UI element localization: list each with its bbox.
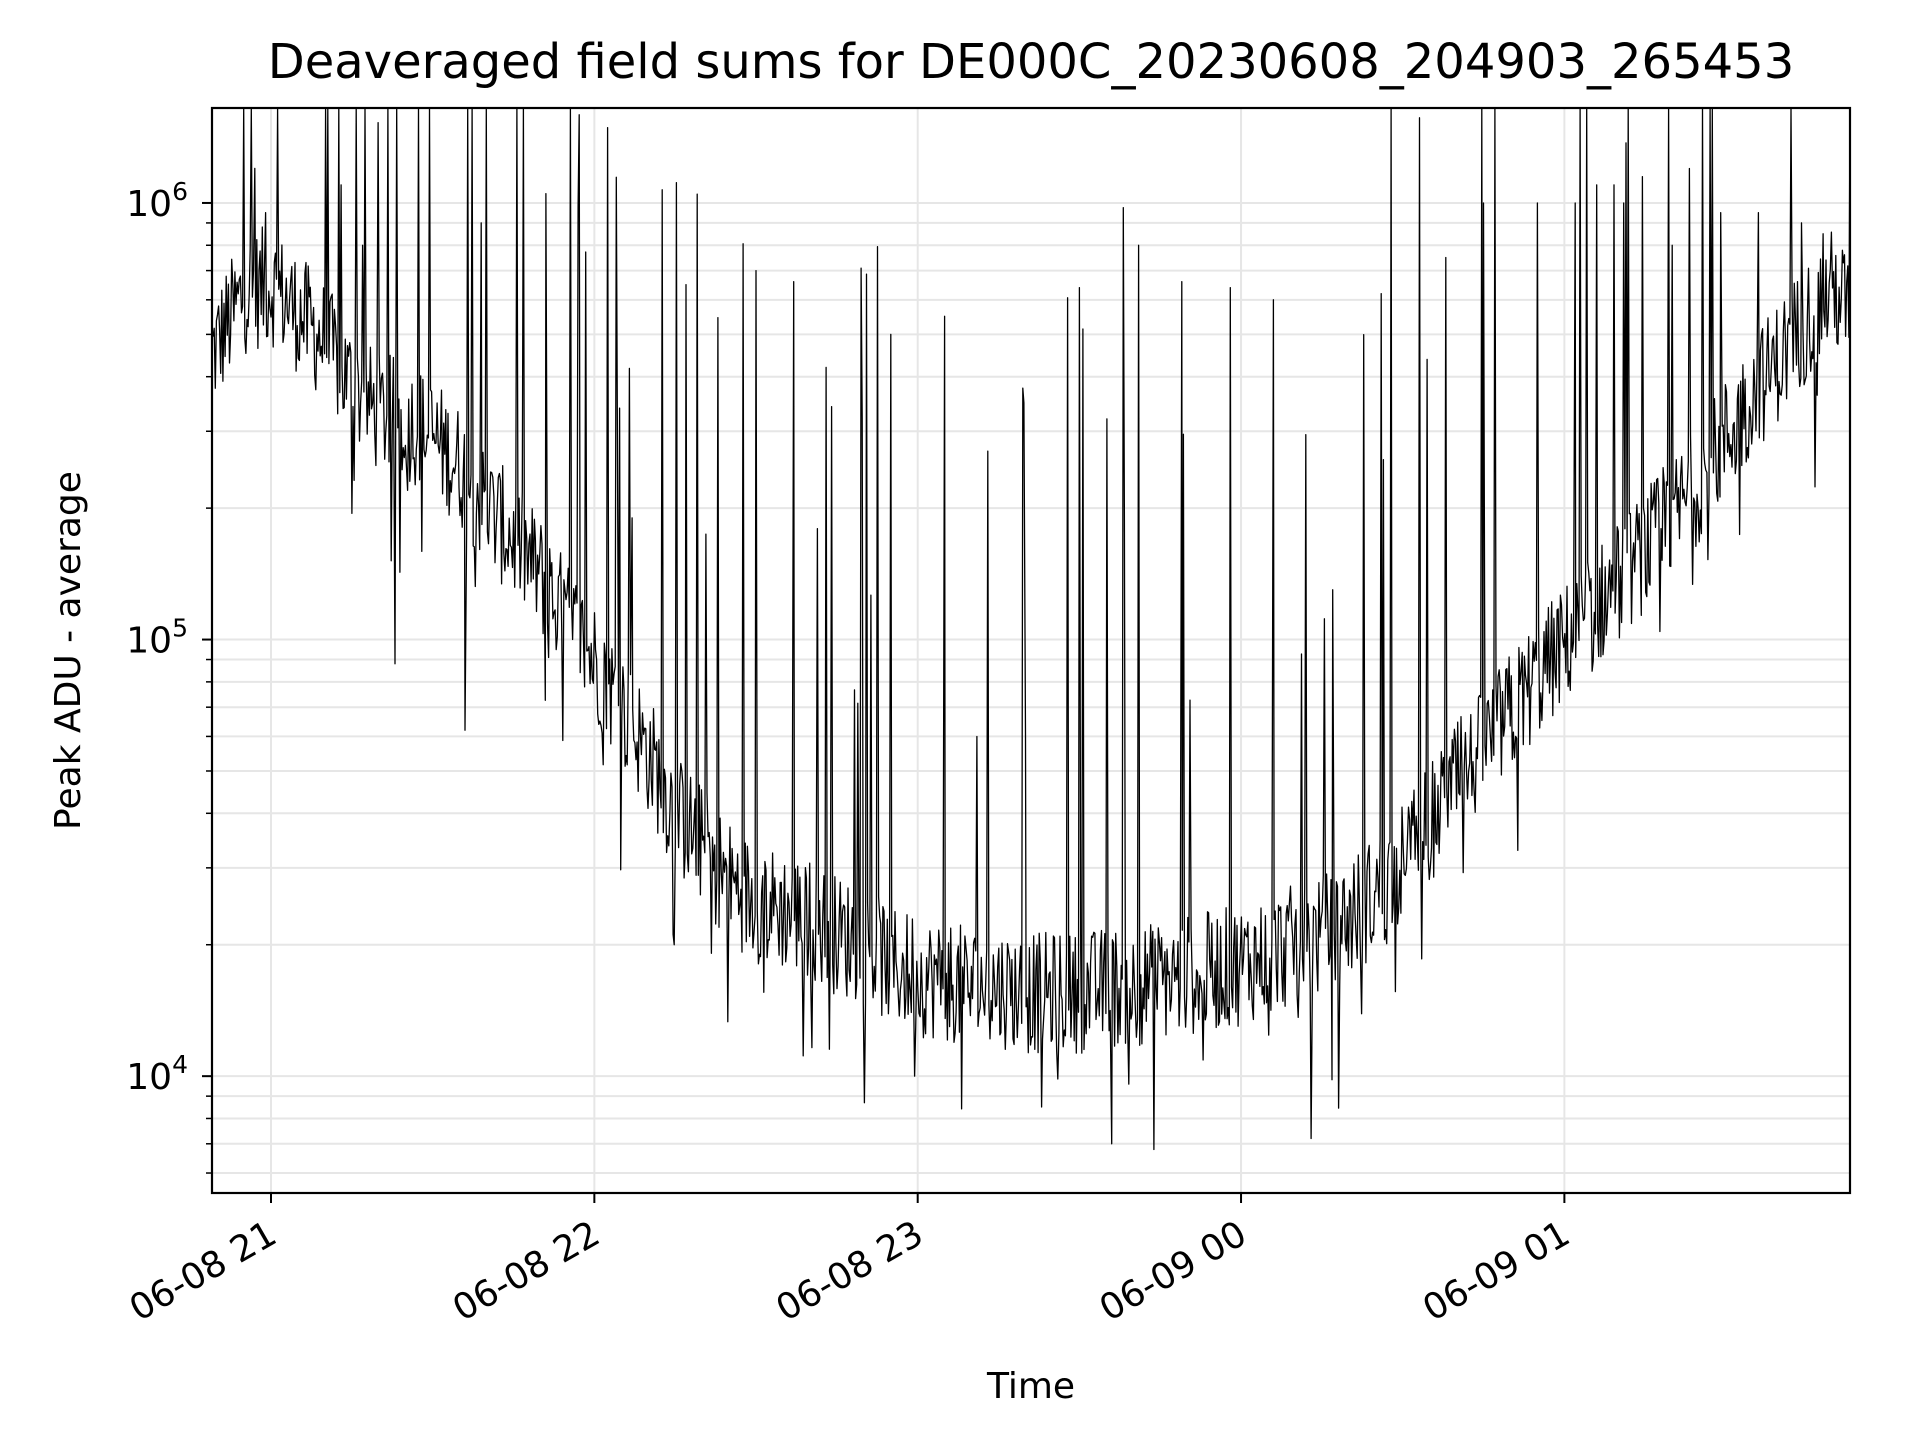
y-tick-label: 106 xyxy=(126,177,188,225)
plot-frame xyxy=(210,106,1852,1195)
y-tick-base: 10 xyxy=(126,184,172,225)
y-tick-base: 10 xyxy=(126,1057,172,1098)
x-axis-label: Time xyxy=(986,1366,1075,1407)
y-tick-base: 10 xyxy=(126,621,172,662)
y-tick-exponent: 6 xyxy=(172,177,188,206)
data-layer xyxy=(211,107,1851,1151)
y-tick-exponent: 5 xyxy=(172,614,188,643)
y-axis-label: Peak ADU - average xyxy=(48,471,89,830)
series-line xyxy=(211,107,1851,1151)
y-tick-exponent: 4 xyxy=(172,1050,188,1079)
y-tick-label: 105 xyxy=(126,614,188,662)
chart-title: Deaveraged field sums for DE000C_2023060… xyxy=(268,34,1794,90)
y-tick-label: 104 xyxy=(126,1050,188,1098)
